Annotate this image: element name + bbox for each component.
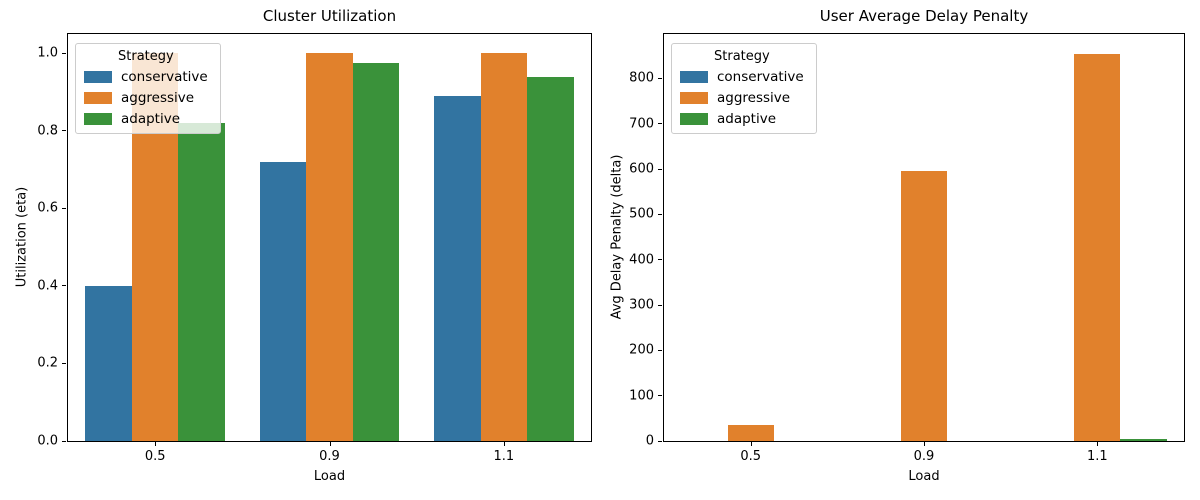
y-tick-label: 300 [629,297,654,313]
y-tick-label: 0.6 [37,200,58,216]
legend-swatch-conservative [84,71,112,83]
y-tick-mark [658,168,662,170]
x-tick-label: 0.5 [740,449,761,464]
chart-title: Cluster Utilization [262,7,397,25]
y-tick-mark [62,440,66,442]
y-tick-mark [658,395,662,397]
x-axis-label: Load [908,469,940,484]
legend-swatch-conservative [680,71,708,83]
legend: Strategy conservative aggressive adaptiv… [671,43,817,134]
x-axis-label: Load [313,469,346,484]
legend-label: adaptive [717,111,777,127]
legend-swatch-aggressive [84,92,112,104]
chart-cluster-utilization: Cluster Utilization Utilization (eta) St… [15,7,592,484]
y-tick-mark [658,259,662,261]
bar-aggressive-0.9 [900,171,948,441]
y-tick-mark [658,123,662,125]
y-tick-mark [62,362,66,364]
y-tick-label: 100 [629,388,654,404]
legend-swatch-adaptive [84,113,112,125]
chart-user-average-delay-penalty: User Average Delay Penalty Avg Delay Pen… [600,0,1200,500]
bar-aggressive-0.5 [727,425,774,441]
legend-swatch-aggressive [680,92,708,104]
y-tick-label: 200 [629,342,654,358]
x-tick-label: 1.1 [493,449,515,464]
bar-adaptive-0.5 [178,123,225,441]
x-tick-label: 1.1 [1086,449,1108,464]
y-tick-label: 700 [629,116,654,132]
y-axis-label: Avg Delay Penalty (delta) [609,154,625,320]
bar-adaptive-0.9 [352,63,400,441]
bar-conservative-0.9 [259,161,307,441]
y-tick-label: 500 [629,206,654,222]
y-tick-label: 0.2 [37,355,58,371]
x-tick-mark [924,442,925,446]
x-tick-label: 0.9 [319,449,340,464]
legend-entry-adaptive: adaptive [680,111,804,127]
legend-label: aggressive [121,90,195,106]
plot-area: Strategy conservative aggressive adaptiv… [663,33,1185,442]
y-tick-mark [62,52,66,54]
y-tick-mark [62,207,66,209]
bar-conservative-1.1 [434,96,481,441]
y-tick-mark [658,349,662,351]
y-tick-label: 1.0 [37,45,58,61]
x-tick-mark [1097,442,1099,446]
legend-label: conservative [717,69,804,85]
y-tick-label: 0.0 [37,433,58,449]
chart-title: User Average Delay Penalty [819,7,1029,25]
legend-entry-conservative: conservative [680,69,804,85]
bar-adaptive-1.1 [527,76,574,441]
legend-entry-aggressive: aggressive [680,90,804,106]
y-tick-label: 0 [645,433,654,449]
legend-entry-adaptive: adaptive [84,111,208,127]
y-tick-label: 400 [629,252,654,268]
x-tick-mark [503,442,505,446]
legend-label: conservative [121,69,208,85]
y-tick-mark [658,213,662,215]
legend-title: Strategy [118,49,174,64]
plot-area: Strategy conservative aggressive adaptiv… [67,33,592,442]
x-tick-mark [155,442,157,446]
bar-aggressive-1.1 [1074,53,1121,441]
legend-label: aggressive [717,90,791,106]
legend-entry-conservative: conservative [84,69,208,85]
bar-adaptive-1.1 [1120,439,1167,441]
y-tick-label: 600 [629,161,654,177]
legend-title: Strategy [714,49,770,64]
legend-label: adaptive [121,111,181,127]
y-tick-mark [658,304,662,306]
bar-aggressive-0.9 [306,53,353,441]
y-tick-mark [62,285,66,287]
legend-entry-aggressive: aggressive [84,90,208,106]
y-tick-mark [658,77,662,79]
x-tick-mark [329,442,331,446]
x-tick-label: 0.9 [913,449,935,464]
bar-conservative-0.5 [85,285,132,441]
y-tick-label: 0.4 [37,278,58,294]
x-tick-mark [750,442,752,446]
y-tick-label: 0.8 [37,123,58,139]
legend: Strategy conservative aggressive adaptiv… [75,43,221,134]
y-tick-label: 800 [629,70,654,86]
y-tick-mark [62,130,66,132]
x-tick-label: 0.5 [144,449,166,464]
bar-aggressive-1.1 [480,53,528,441]
legend-swatch-adaptive [680,113,708,125]
y-tick-mark [658,440,662,442]
